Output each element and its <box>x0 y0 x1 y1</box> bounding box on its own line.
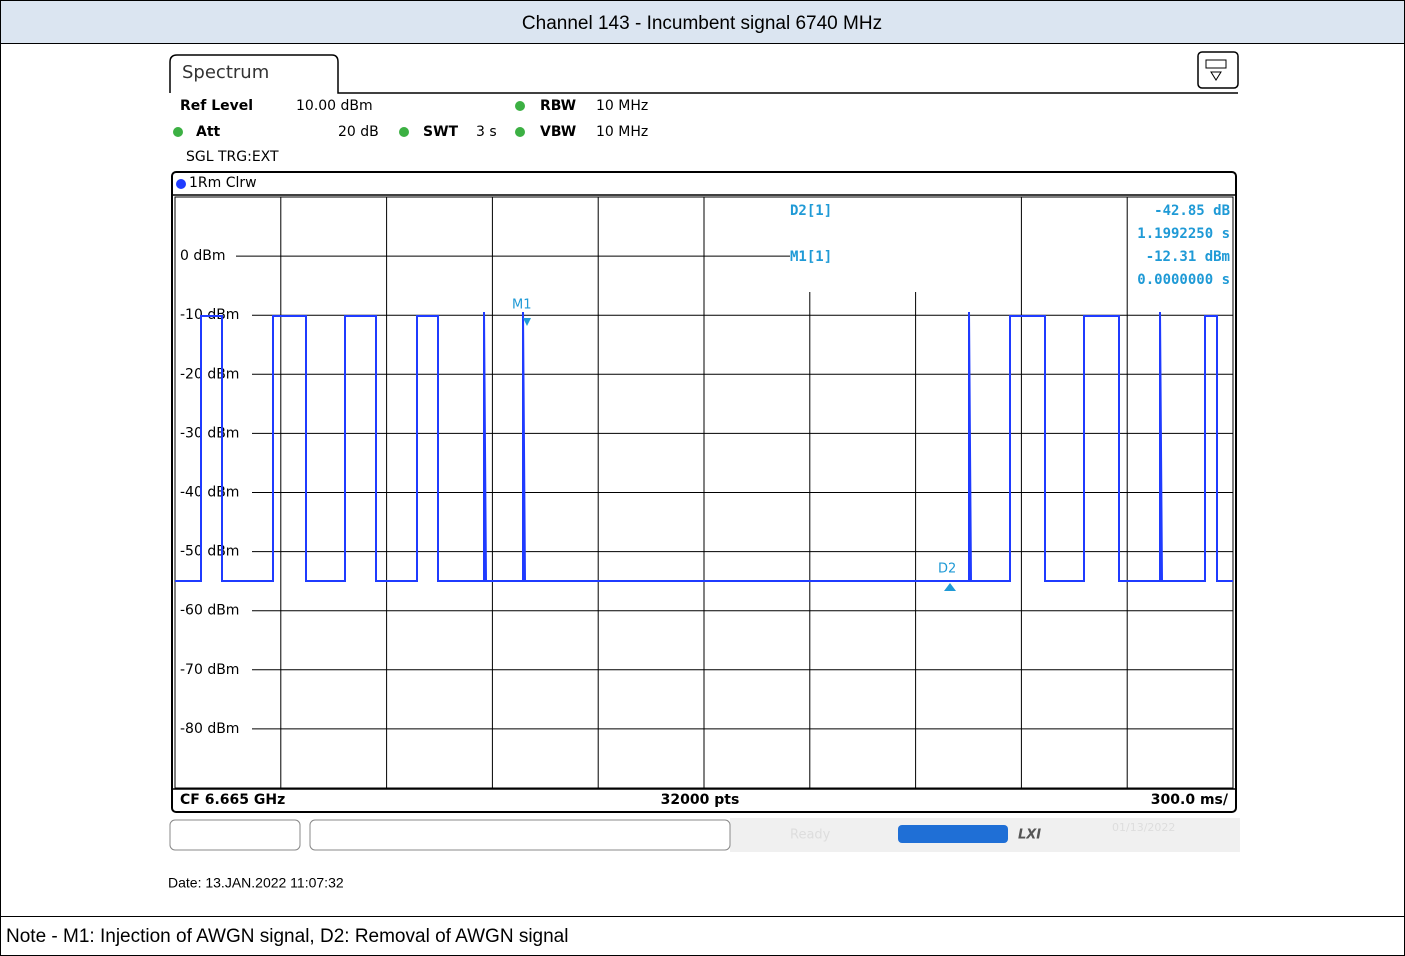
marker-tag: D2 <box>938 562 956 577</box>
setting-label: RBW <box>540 98 576 114</box>
setting-value: 10 MHz <box>596 98 648 114</box>
y-label: -80 dBm <box>180 721 239 737</box>
y-label: -30 dBm <box>180 425 239 441</box>
setting-label: SWT <box>423 124 459 140</box>
marker-value: 0.0000000 s <box>1137 272 1230 288</box>
y-label: 0 dBm <box>180 248 226 264</box>
setting-value: 3 s <box>476 124 497 140</box>
trace <box>175 311 1233 582</box>
note: Note - M1: Injection of AWGN signal, D2:… <box>6 926 568 947</box>
y-label: -70 dBm <box>180 662 239 678</box>
status: Ready <box>790 828 831 843</box>
header-title: Channel 143 - Incumbent signal 6740 MHz <box>522 13 882 34</box>
status-box[interactable] <box>309 819 731 851</box>
sweep: 300.0 ms/ <box>1151 792 1229 808</box>
center-freq: CF 6.665 GHz <box>180 792 285 808</box>
trigger: SGL TRG:EXT <box>186 149 279 165</box>
marker-value: -42.85 dB <box>1154 203 1230 219</box>
marker-name: D2[1] <box>790 203 832 219</box>
setting-value: 20 dB <box>338 124 379 140</box>
points: 32000 pts <box>661 792 740 808</box>
setting-label: VBW <box>540 124 576 140</box>
setting-value: 10.00 dBm <box>296 98 373 114</box>
marker-value: -12.31 dBm <box>1146 249 1230 265</box>
header-bg <box>1 1 1404 43</box>
trace-label: 1Rm Clrw <box>189 175 257 191</box>
date: Date: 13.JAN.2022 11:07:32 <box>168 875 344 891</box>
marker-name: M1[1] <box>790 249 832 265</box>
y-label: -60 dBm <box>180 603 239 619</box>
marker-value: 1.1992250 s <box>1137 226 1230 242</box>
menu-icon[interactable] <box>1197 51 1239 89</box>
y-label: -20 dBm <box>180 366 239 382</box>
lxi: LXI <box>1018 828 1041 843</box>
tab[interactable]: Spectrum <box>182 62 269 83</box>
y-label: -50 dBm <box>180 544 239 560</box>
setting-label: Att <box>196 124 221 140</box>
y-label: -40 dBm <box>180 485 239 501</box>
status-box[interactable] <box>169 819 301 851</box>
status-date: 01/13/2022 <box>1112 821 1175 834</box>
marker-tag: M1 <box>512 298 532 313</box>
setting-value: 10 MHz <box>596 124 648 140</box>
setting-label: Ref Level <box>180 98 253 114</box>
